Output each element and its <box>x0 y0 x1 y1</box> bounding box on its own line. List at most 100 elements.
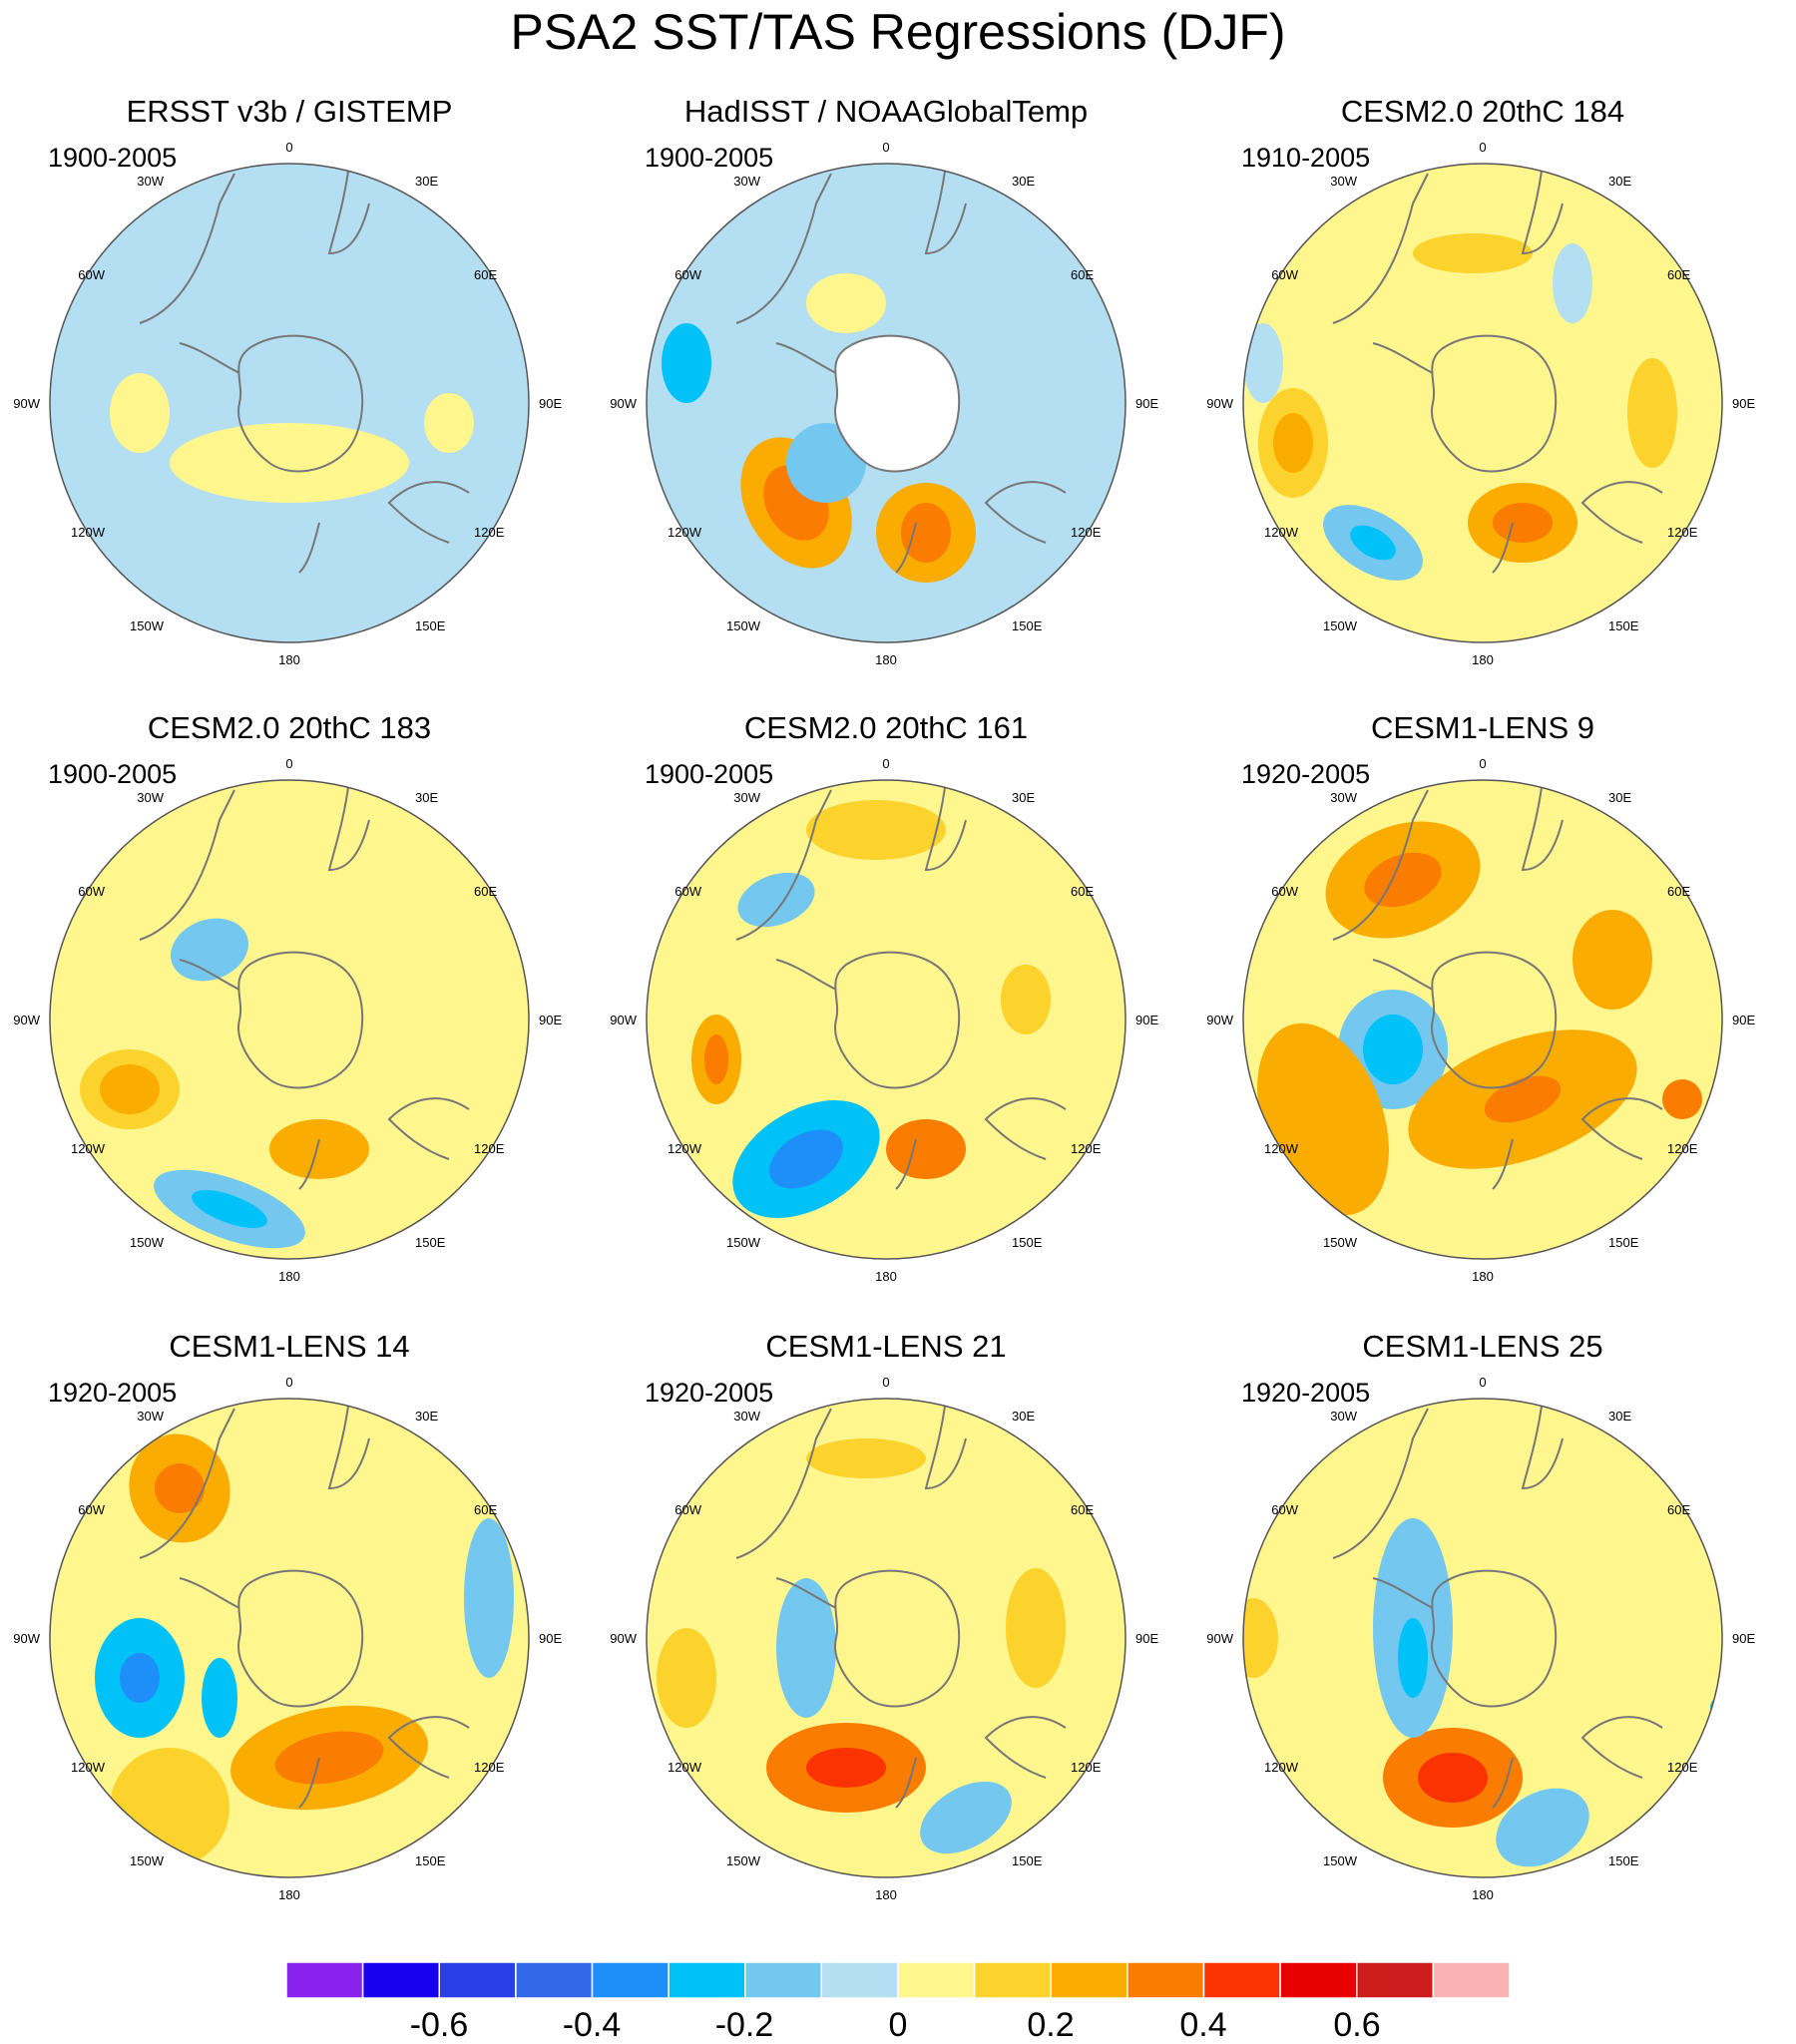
map-border <box>646 779 1126 1260</box>
longitude-label: 60W <box>674 884 701 899</box>
longitude-label: 60W <box>78 267 105 282</box>
map-panel: CESM1-LENS 25 1920-2005 0 30E 60E 90E 120E 15… <box>1203 1329 1762 1927</box>
longitude-label: 60E <box>474 267 497 282</box>
continent-coast <box>179 959 240 991</box>
longitude-label: 30W <box>733 790 760 805</box>
anomaly-contour <box>274 1731 384 1785</box>
longitude-label: 60W <box>1271 267 1298 282</box>
anomaly-contour <box>1006 313 1066 433</box>
map-field <box>1243 780 1722 1259</box>
longitude-label: 120E <box>474 1760 505 1775</box>
longitude-label: 150W <box>726 1235 761 1250</box>
continent-coast <box>984 481 1067 544</box>
base-field <box>50 780 529 1259</box>
continent-coast <box>327 1399 370 1490</box>
polar-stereographic-map: 0 30E 60E 90E 120E 150E 180 150W 120W 90W 60W 30W <box>1206 140 1755 667</box>
continent-coast <box>387 481 470 544</box>
anomaly-contour <box>170 423 409 503</box>
polar-stereographic-map: 0 30E 60E 90E 120E 150E 180 150W 120W 90W 60W 30W <box>13 1375 562 1902</box>
longitude-label: 90W <box>1206 1013 1233 1027</box>
colorbar-swatch <box>744 1962 823 1998</box>
colorbar-swatch <box>897 1962 976 1998</box>
longitude-label: 30W <box>1330 790 1357 805</box>
longitude-label: 30E <box>1608 1409 1631 1424</box>
longitude-label: 180 <box>1472 652 1494 667</box>
longitude-label: 120E <box>1071 525 1102 540</box>
coastlines <box>735 164 1067 574</box>
continent-coast <box>924 164 967 255</box>
longitude-label: 150E <box>1012 1853 1043 1868</box>
longitude-label: 150E <box>1608 618 1639 633</box>
longitude-label: 150E <box>1608 1853 1639 1868</box>
map-panel: CESM1-LENS 21 1920-2005 0 30E 60E 90E 120E 15… <box>607 1329 1165 1927</box>
continent-coast <box>327 164 370 255</box>
continent-coast <box>327 780 370 872</box>
panel-period: 1900-2005 <box>645 143 774 173</box>
continent-coast <box>895 522 917 574</box>
longitude-label: 0 <box>285 1375 292 1390</box>
polar-stereographic-map: 0 30E 60E 90E 120E 150E 180 150W 120W 90W 60W 30W <box>1206 1375 1755 1902</box>
map-field <box>50 780 529 1259</box>
base-field <box>1243 1399 1722 1877</box>
colorbar-swatch <box>1432 1962 1510 1998</box>
anomaly-contour <box>662 323 711 403</box>
coastlines <box>139 1399 470 1809</box>
polar-stereographic-map: 0 30E 60E 90E 120E 150E 180 150W 120W 90W 60W 30W <box>13 756 562 1284</box>
map-field <box>50 164 529 642</box>
longitude-label: 180 <box>875 652 897 667</box>
colorbar-swatch <box>1202 1962 1281 1998</box>
panel-period: 1900-2005 <box>48 759 178 789</box>
anomaly-contour <box>464 1518 514 1678</box>
longitude-label: 120W <box>71 1760 106 1775</box>
antarctica-coast <box>1431 334 1558 473</box>
continent-coast <box>1332 1408 1429 1559</box>
longitude-label: 60E <box>1071 884 1094 899</box>
anomaly-contour <box>1484 1075 1562 1123</box>
longitude-label: 150W <box>130 1853 165 1868</box>
anomaly-contour <box>886 1119 966 1179</box>
map-panel: CESM1-LENS 9 1920-2005 0 30E 60E 90E 120E 150… <box>1203 710 1762 1309</box>
continent-coast <box>1521 1399 1564 1490</box>
continent-coast <box>1521 780 1564 872</box>
continent-coast <box>1492 1757 1514 1809</box>
colorbar-swatch <box>515 1962 594 1998</box>
anomaly-contour <box>704 1034 728 1084</box>
anomaly-contour <box>1627 358 1677 468</box>
longitude-label: 30E <box>415 790 438 805</box>
longitude-label: 120E <box>1667 1760 1698 1775</box>
anomaly-contour <box>269 1119 369 1179</box>
continent-coast <box>984 1716 1067 1779</box>
longitude-label: 120E <box>1071 1760 1102 1775</box>
continent-coast <box>139 789 235 941</box>
map-panel: CESM2.0 20thC 161 1900-2005 0 30E 60E 90E 12… <box>607 710 1165 1309</box>
longitude-label: 180 <box>1472 1269 1494 1284</box>
longitude-label: 30E <box>1012 174 1035 189</box>
longitude-label: 150E <box>415 1235 446 1250</box>
coastlines <box>735 1399 1067 1809</box>
longitude-label: 60W <box>78 1502 105 1517</box>
anomaly-contour <box>1572 910 1652 1010</box>
anomaly-contour <box>1243 1598 1278 1678</box>
anomaly-contour <box>192 1190 267 1228</box>
map-border <box>1242 163 1723 643</box>
continent-coast <box>1580 481 1663 544</box>
continent-coast <box>924 780 967 872</box>
longitude-label: 120W <box>71 1141 106 1156</box>
continent-coast <box>775 1577 837 1609</box>
map-border <box>49 163 530 643</box>
panel-title: CESM1-LENS 25 <box>1362 1329 1603 1364</box>
panel-title: CESM1-LENS 21 <box>765 1329 1007 1364</box>
anomaly-contour <box>1273 413 1313 473</box>
figure-title: PSA2 SST/TAS Regressions (DJF) <box>510 4 1286 60</box>
antarctica-coast <box>237 334 364 473</box>
continent-coast <box>775 959 837 991</box>
longitude-label: 0 <box>285 140 292 155</box>
antarctica-coast <box>834 1569 961 1708</box>
coastlines <box>1332 164 1663 574</box>
anomaly-contour <box>1413 233 1533 273</box>
longitude-label: 90W <box>610 396 637 411</box>
continent-coast <box>179 342 240 374</box>
continent-coast <box>139 1408 235 1559</box>
anomaly-contour <box>901 503 951 563</box>
longitude-label: 150W <box>1323 1853 1358 1868</box>
